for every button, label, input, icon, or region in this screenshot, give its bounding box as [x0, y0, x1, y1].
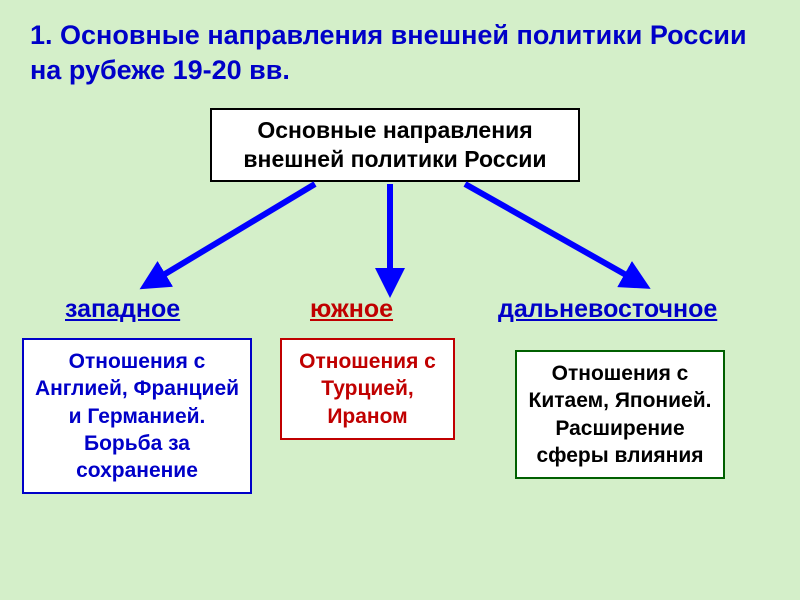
- direction-label-east: дальневосточное: [498, 295, 717, 324]
- desc-box-east: Отношения с Китаем, Японией. Расширение …: [515, 350, 725, 479]
- desc-box-south: Отношения с Турцией, Ираном: [280, 338, 455, 440]
- direction-label-west: западное: [65, 295, 180, 324]
- root-box: Основные направления внешней политики Ро…: [210, 108, 580, 182]
- slide-heading: 1. Основные направления внешней политики…: [30, 18, 780, 88]
- desc-box-west: Отношения с Англией, Францией и Германие…: [22, 338, 252, 494]
- direction-label-south: южное: [310, 295, 393, 324]
